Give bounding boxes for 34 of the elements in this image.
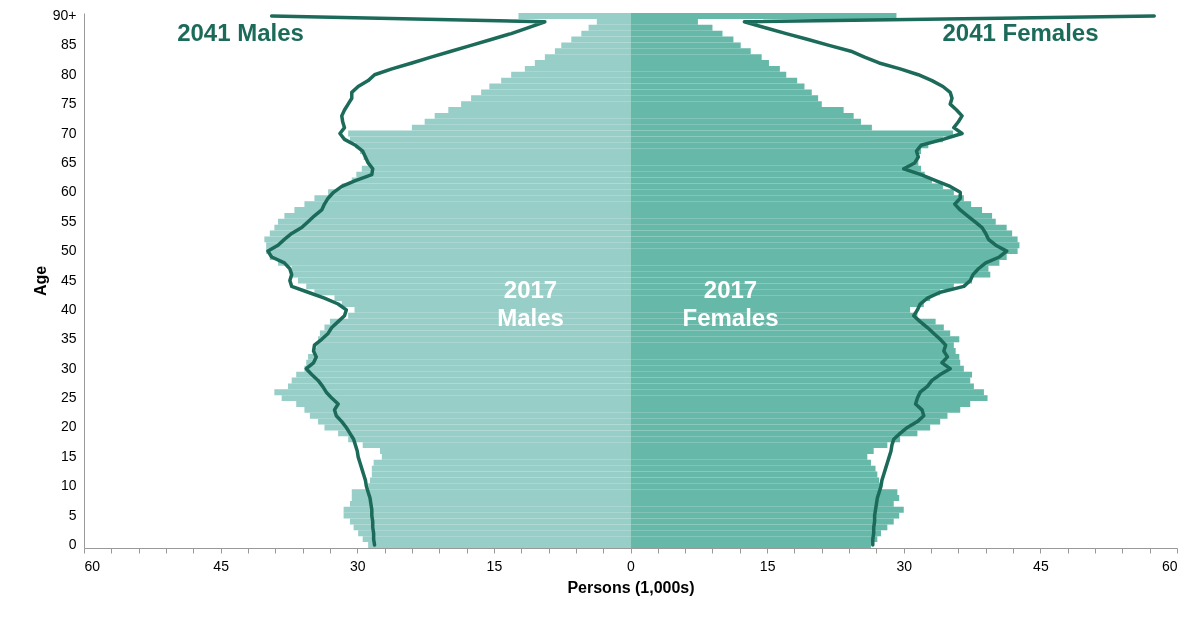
x-tick-label: 30 xyxy=(349,557,366,574)
y-tick-label: 55 xyxy=(60,212,77,229)
y-tick-label: 5 xyxy=(68,506,77,523)
y-tick-label: 35 xyxy=(60,330,77,347)
series-label: 2017 Males xyxy=(497,276,564,331)
y-tick-label: 15 xyxy=(60,447,77,464)
x-axis-title: Persons (1,000s) xyxy=(567,578,695,596)
x-tick-label: 60 xyxy=(1161,557,1178,574)
x-tick-label: 15 xyxy=(486,557,503,574)
y-tick-label: 60 xyxy=(60,183,77,200)
series-label: 2041 Females xyxy=(942,19,1099,46)
y-axis-title: Age xyxy=(31,265,49,297)
y-tick-label: 30 xyxy=(60,359,77,376)
y-tick-label: 80 xyxy=(60,65,77,82)
series-label: 2041 Males xyxy=(177,19,304,46)
y-tick-label: 75 xyxy=(60,95,77,112)
series-label: 2017 Females xyxy=(682,276,779,331)
x-tick-label: 30 xyxy=(896,557,913,574)
y-tick-label: 90+ xyxy=(52,6,77,23)
x-tick-label: 45 xyxy=(1033,557,1049,574)
y-tick-label: 65 xyxy=(60,153,77,170)
y-tick-label: 25 xyxy=(60,389,77,406)
y-tick-label: 70 xyxy=(60,124,77,141)
y-tick-label: 0 xyxy=(68,536,77,553)
y-tick-label: 20 xyxy=(60,418,77,435)
y-tick-label: 40 xyxy=(60,300,77,317)
x-tick-label: 45 xyxy=(213,557,230,574)
x-tick-label: 0 xyxy=(627,557,636,574)
y-tick-label: 45 xyxy=(60,271,77,288)
y-tick-label: 85 xyxy=(60,36,77,53)
x-tick-label: 15 xyxy=(759,557,776,574)
y-tick-label: 10 xyxy=(60,477,77,494)
y-tick-label: 50 xyxy=(60,242,77,259)
x-tick-label: 60 xyxy=(84,557,101,574)
